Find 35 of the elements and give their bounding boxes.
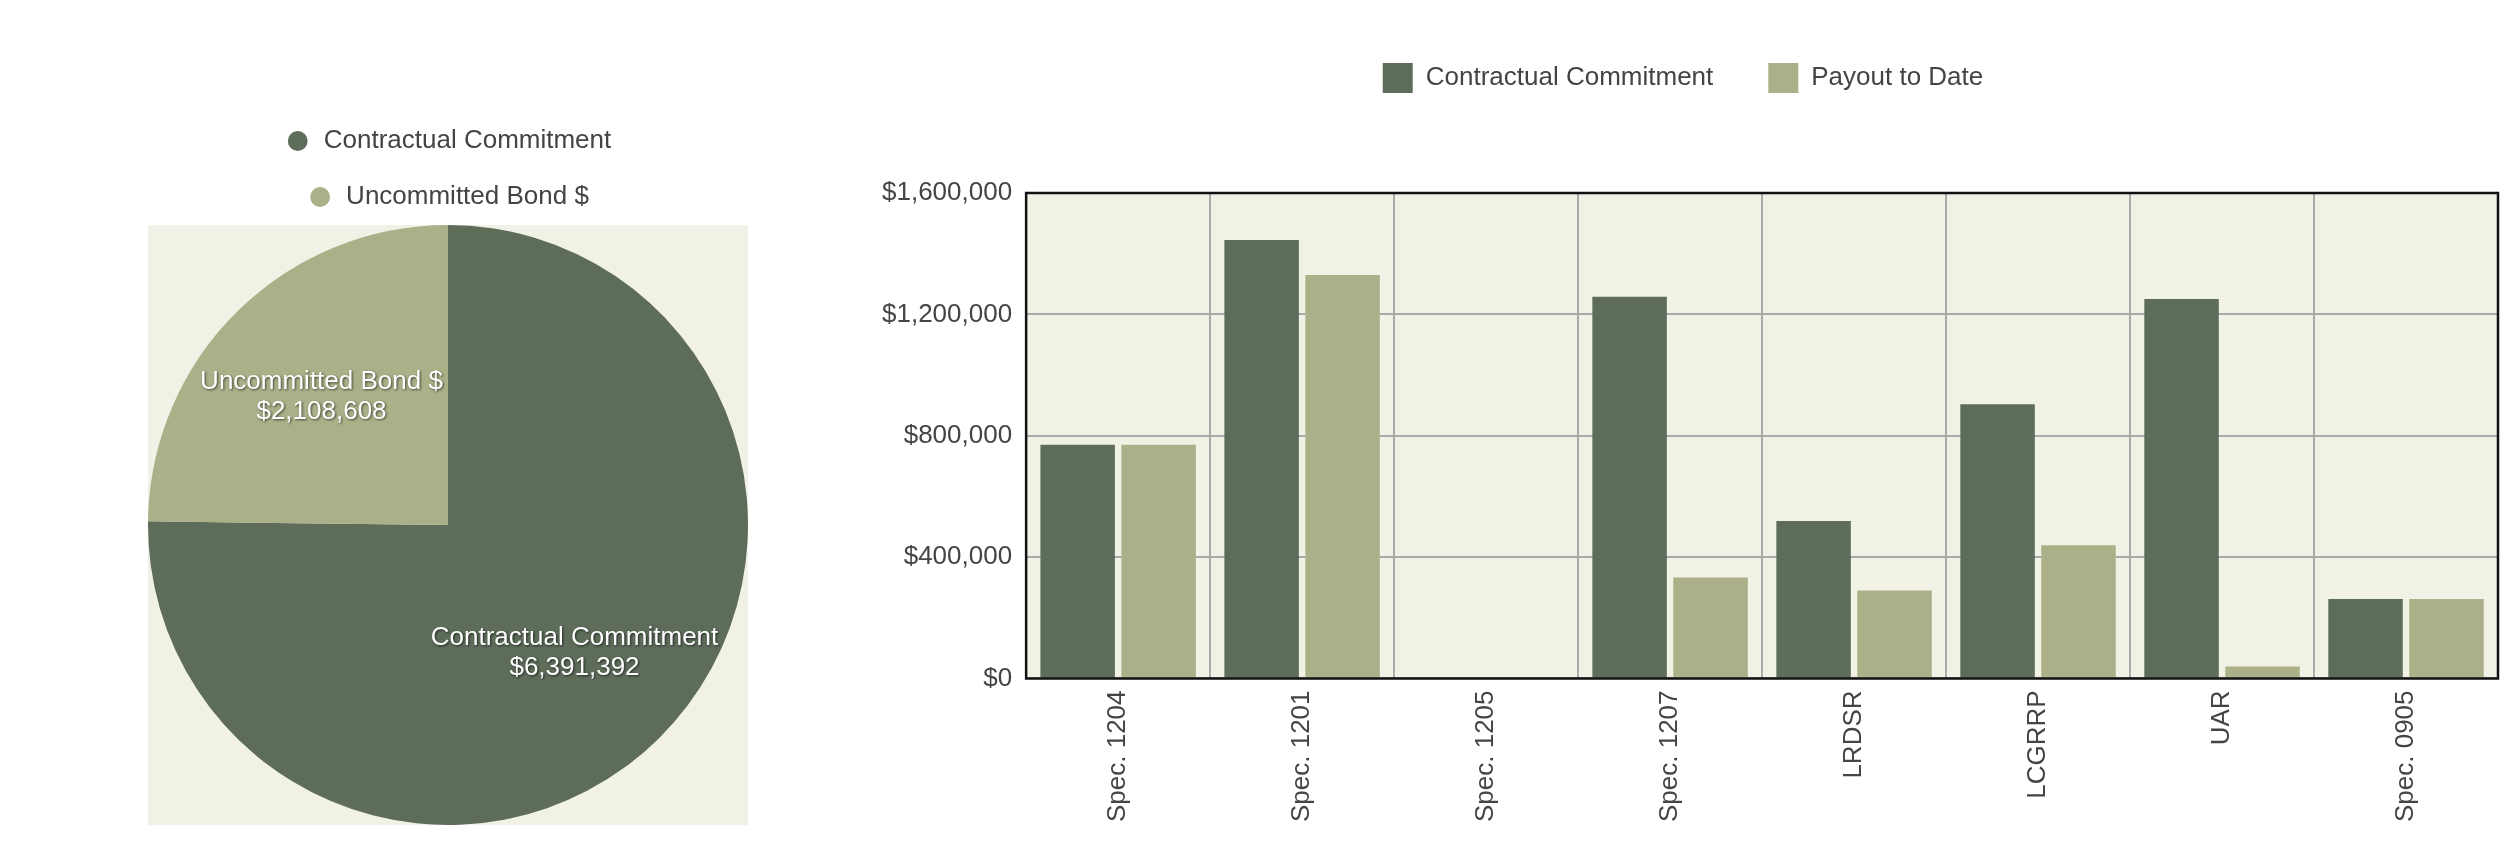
bar <box>2041 545 2116 678</box>
bar <box>2409 598 2484 678</box>
legend-label: Contractual Commitment <box>323 124 613 155</box>
bar <box>2328 598 2403 678</box>
slice-label: Contractual Commitment <box>430 621 720 652</box>
bar <box>2225 666 2300 678</box>
x-tick-label: UAR <box>2205 690 2236 746</box>
y-tick-label: $1,600,000 <box>881 176 1013 207</box>
bar <box>2144 298 2219 678</box>
legend-label: Payout to Date <box>1811 61 1984 92</box>
y-tick-label: $1,200,000 <box>881 297 1013 328</box>
legend-label: Uncommitted Bond $ <box>346 180 590 211</box>
y-tick-label: $400,000 <box>903 540 1013 571</box>
bar <box>1776 520 1851 678</box>
legend-label: Contractual Commitment <box>1425 61 1715 92</box>
bar <box>1040 444 1115 678</box>
data-label: $6,391,392 <box>509 651 640 682</box>
x-tick-label: Spec. 0905 <box>2389 690 2420 823</box>
bar <box>1857 590 1932 678</box>
bar <box>1960 404 2035 678</box>
bar <box>1121 444 1196 678</box>
x-tick-label: Spec. 1201 <box>1285 690 1316 823</box>
bar <box>1673 577 1748 678</box>
x-tick-label: Spec. 1207 <box>1653 690 1684 823</box>
bar <box>1305 274 1380 678</box>
x-tick-label: LCGRRP <box>2021 690 2052 799</box>
x-tick-label: LRDSR <box>1837 690 1868 779</box>
y-tick-label: $0 <box>983 661 1013 692</box>
data-label: $2,108,608 <box>256 395 387 426</box>
x-tick-label: Spec. 1205 <box>1469 690 1500 823</box>
bar <box>1224 240 1299 678</box>
bar <box>1592 296 1667 678</box>
slice-label: Uncommitted Bond $ <box>200 365 444 396</box>
x-tick-label: Spec. 1204 <box>1101 690 1132 823</box>
y-tick-label: $800,000 <box>903 418 1013 449</box>
